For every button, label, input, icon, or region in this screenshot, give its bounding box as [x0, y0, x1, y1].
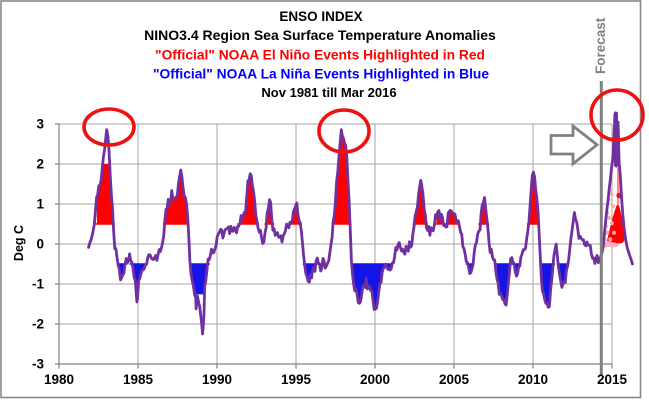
svg-text:3: 3: [36, 117, 44, 132]
svg-text:Deg C: Deg C: [12, 225, 26, 261]
svg-text:1: 1: [36, 197, 44, 212]
svg-text:ENSO INDEX: ENSO INDEX: [279, 9, 362, 24]
svg-text:2000: 2000: [360, 372, 390, 387]
svg-text:Nov 1981 till Mar 2016: Nov 1981 till Mar 2016: [261, 85, 396, 100]
svg-text:Forecast: Forecast: [593, 17, 608, 74]
svg-text:2015: 2015: [597, 372, 628, 387]
svg-text:0: 0: [36, 237, 44, 252]
svg-text:2: 2: [36, 157, 44, 172]
svg-text:NINO3.4 Region Sea Surface Tem: NINO3.4 Region Sea Surface Temperature A…: [144, 27, 496, 43]
svg-text:-1: -1: [32, 277, 44, 292]
svg-text:"Official" NOAA La Niña Events: "Official" NOAA La Niña Events Highlight…: [153, 67, 489, 82]
svg-text:"Official" NOAA El Niño Events: "Official" NOAA El Niño Events Highlight…: [155, 48, 485, 63]
svg-text:-2: -2: [32, 317, 44, 332]
svg-text:2010: 2010: [518, 372, 548, 387]
svg-text:1980: 1980: [44, 372, 74, 387]
svg-text:-3: -3: [32, 357, 44, 372]
svg-text:1985: 1985: [123, 372, 154, 387]
svg-text:1995: 1995: [281, 372, 312, 387]
svg-text:2005: 2005: [439, 372, 470, 387]
svg-text:1990: 1990: [202, 372, 232, 387]
